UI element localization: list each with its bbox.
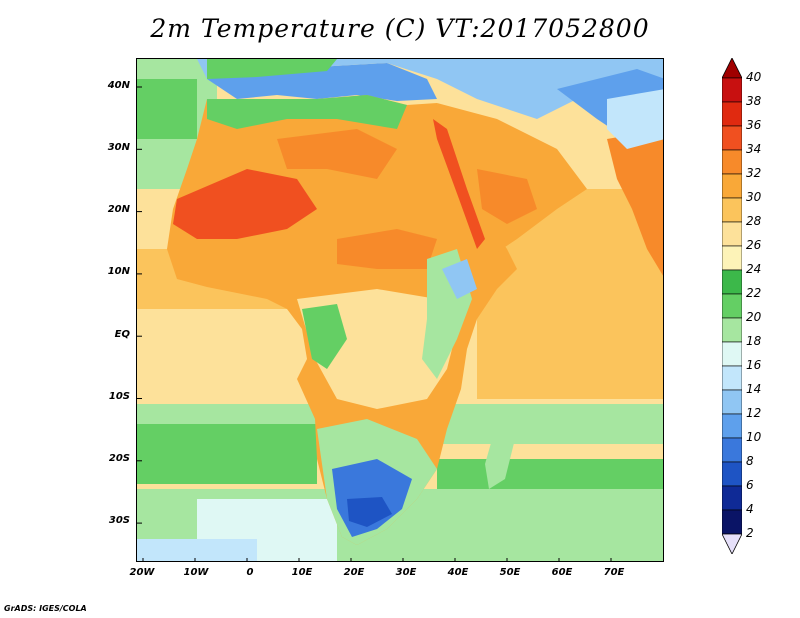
sudan-hot-zone bbox=[337, 229, 437, 269]
europe-green bbox=[207, 59, 337, 79]
color-bar-label: 20 bbox=[746, 310, 762, 324]
sahara-hot-zone bbox=[173, 169, 317, 239]
madagascar bbox=[485, 414, 515, 489]
color-bar-label: 36 bbox=[746, 118, 762, 132]
color-bar-segment bbox=[722, 413, 742, 439]
europe-land bbox=[197, 59, 663, 129]
color-bar-segment bbox=[722, 245, 742, 271]
color-bar-label: 2 bbox=[746, 526, 754, 540]
lon-label: 70E bbox=[603, 567, 625, 578]
color-bar-segment bbox=[722, 389, 742, 415]
color-bar-label: 6 bbox=[746, 478, 754, 492]
lon-label: 60E bbox=[551, 567, 573, 578]
ocean-south-green bbox=[137, 424, 317, 484]
color-bar-segment bbox=[722, 461, 742, 487]
mediterranean-sea bbox=[207, 63, 437, 101]
color-bar-top-arrow bbox=[722, 58, 742, 79]
arabia-hot bbox=[477, 169, 537, 224]
lat-label: 30S bbox=[108, 515, 130, 526]
sahara-warm-zone bbox=[277, 129, 397, 179]
lon-label: 10E bbox=[291, 567, 313, 578]
color-bar-segment bbox=[722, 125, 742, 151]
color-bar-segment bbox=[722, 101, 742, 127]
map-title: 2m Temperature (C) VT:2017052800 bbox=[150, 14, 650, 43]
color-bar-segment bbox=[722, 173, 742, 199]
lat-label: EQ bbox=[114, 329, 130, 340]
lat-label: 30N bbox=[107, 142, 130, 153]
lon-label: 30E bbox=[395, 567, 417, 578]
color-bar-label: 28 bbox=[746, 214, 762, 228]
lat-label: 20N bbox=[107, 204, 130, 215]
color-bar-label: 16 bbox=[746, 358, 762, 372]
southern-africa-coldest bbox=[347, 497, 392, 527]
lat-label: 40N bbox=[107, 80, 130, 91]
indian-subcontinent bbox=[607, 129, 663, 276]
color-bar-label: 10 bbox=[746, 430, 762, 444]
color-bar-bottom-arrow bbox=[722, 533, 742, 554]
lon-label: 10W bbox=[183, 567, 209, 578]
color-bar-label: 26 bbox=[746, 238, 762, 252]
temperature-map bbox=[137, 59, 663, 561]
color-bar-label: 40 bbox=[746, 70, 762, 84]
grads-credit: GrADS: IGES/COLA bbox=[4, 604, 87, 613]
ocean-north-mild bbox=[137, 79, 197, 139]
color-bar-segment bbox=[722, 269, 742, 295]
congo-green bbox=[302, 304, 347, 369]
ocean-southwest-blue bbox=[137, 539, 257, 561]
lon-label: 50E bbox=[499, 567, 521, 578]
color-bar-segment bbox=[722, 485, 742, 511]
color-bar-segment bbox=[722, 293, 742, 319]
color-bar-segment bbox=[722, 149, 742, 175]
lat-label: 20S bbox=[108, 453, 130, 464]
color-bar-segment bbox=[722, 197, 742, 223]
color-bar-segment bbox=[722, 437, 742, 463]
lat-lon-gridlines bbox=[137, 86, 612, 561]
ethiopia-highlands bbox=[442, 259, 477, 299]
color-bar-label: 34 bbox=[746, 142, 762, 156]
color-bar-segment bbox=[722, 221, 742, 247]
color-bar-label: 22 bbox=[746, 286, 762, 300]
lon-label: 20W bbox=[129, 567, 155, 578]
color-bar-segment bbox=[722, 509, 742, 535]
color-bar-label: 8 bbox=[746, 454, 754, 468]
color-bar-label: 12 bbox=[746, 406, 762, 420]
color-bar-segment bbox=[722, 317, 742, 343]
color-bar-segment bbox=[722, 341, 742, 367]
lon-label: 20E bbox=[343, 567, 365, 578]
map-panel bbox=[136, 58, 664, 562]
color-bar-label: 38 bbox=[746, 94, 762, 108]
north-africa-coast bbox=[207, 95, 407, 129]
color-bar-label: 14 bbox=[746, 382, 762, 396]
color-bar-label: 30 bbox=[746, 190, 762, 204]
color-bar-label: 32 bbox=[746, 166, 762, 180]
color-bar-label: 4 bbox=[746, 502, 754, 516]
red-sea bbox=[433, 119, 485, 249]
color-bar-segment bbox=[722, 77, 742, 103]
himalaya-cold bbox=[607, 89, 663, 149]
color-bar bbox=[722, 58, 742, 554]
color-bar-label: 18 bbox=[746, 334, 762, 348]
color-bar-segment bbox=[722, 365, 742, 391]
lon-label: 40E bbox=[447, 567, 469, 578]
color-bar-label: 24 bbox=[746, 262, 762, 276]
lat-label: 10S bbox=[108, 391, 130, 402]
lat-label: 10N bbox=[107, 266, 130, 277]
lon-label: 0 bbox=[246, 567, 254, 578]
